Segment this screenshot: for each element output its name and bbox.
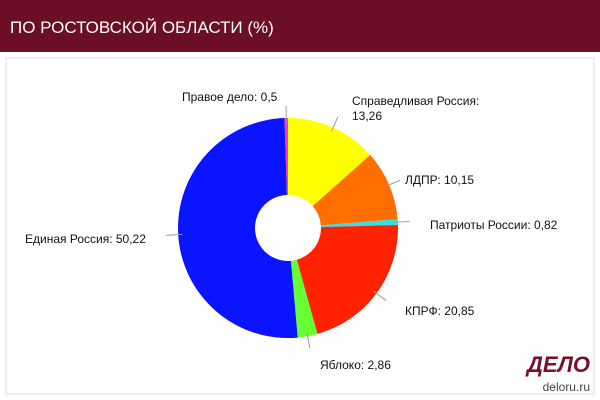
- url: deloru.ru: [542, 380, 590, 394]
- logo: ДЕЛО: [526, 352, 590, 377]
- data-label: Единая Россия: 50,22: [25, 232, 146, 246]
- slice: [288, 118, 371, 207]
- data-label: Патриоты России: 0,82: [430, 218, 558, 232]
- leader-line: [306, 332, 311, 349]
- slice: [284, 118, 288, 196]
- data-label: КПРФ: 20,85: [405, 304, 475, 318]
- header-title: ПО РОСТОВСКОЙ ОБЛАСТИ (%): [0, 0, 600, 52]
- leader-line: [372, 290, 387, 301]
- frame: [5, 57, 595, 395]
- data-label: Справедливая Россия: 13,26: [352, 94, 480, 123]
- data-label: Яблоко: 2,86: [320, 358, 391, 372]
- slice: [312, 154, 398, 226]
- slice: [296, 224, 398, 334]
- leader-line: [385, 179, 401, 187]
- leader-line: [166, 233, 183, 236]
- leader-line: [330, 116, 339, 132]
- slice: [177, 118, 298, 339]
- data-label: ЛДПР: 10,15: [405, 173, 475, 187]
- slice: [290, 259, 318, 338]
- data-label: Правое дело: 0,5: [182, 90, 278, 104]
- slice: [320, 219, 398, 228]
- leader-line: [393, 220, 410, 223]
